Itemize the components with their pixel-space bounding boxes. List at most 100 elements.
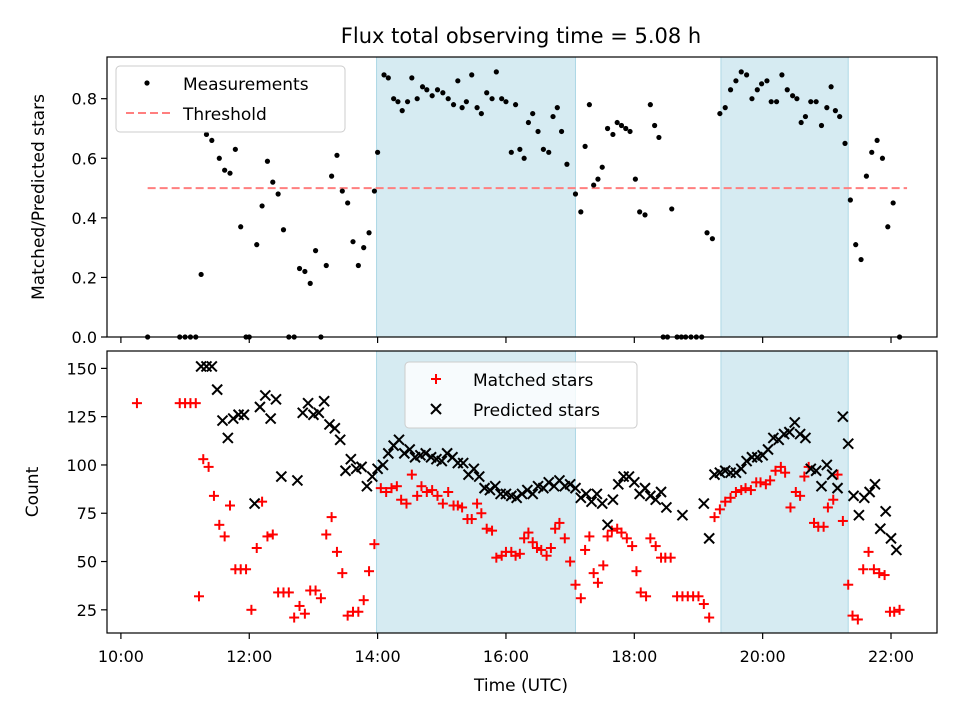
- measurement-point: [627, 128, 633, 135]
- matched-star-point: [698, 599, 709, 610]
- matched-star-point: [775, 461, 786, 472]
- measurement-point: [203, 131, 210, 138]
- measurement-point: [595, 176, 601, 182]
- predicted-star-point: [543, 476, 555, 489]
- measurement-point: [784, 87, 790, 93]
- matched-star-point: [545, 543, 556, 554]
- predicted-star-point: [355, 461, 368, 473]
- predicted-star-point: [313, 407, 325, 419]
- measurement-point: [307, 280, 313, 286]
- matched-star-point: [799, 471, 810, 482]
- predicted-star-point: [740, 455, 753, 467]
- matched-star-point: [267, 529, 278, 540]
- top-legend: Measurements Threshold: [115, 65, 346, 133]
- measurement-point: [334, 152, 340, 158]
- x-tick-label: 22:00: [868, 647, 914, 666]
- predicted-star-point: [591, 488, 603, 500]
- measurement-point: [227, 170, 233, 176]
- matched-star-point: [321, 529, 332, 540]
- predicted-legend-marker: [430, 403, 442, 415]
- measurement-point: [764, 78, 770, 84]
- predicted-star-point: [607, 494, 619, 506]
- measurement-point: [572, 191, 579, 197]
- predicted-star-point: [468, 463, 480, 475]
- measurement-point: [802, 113, 809, 120]
- measurement-point: [794, 96, 800, 102]
- matched-star-point: [863, 546, 874, 557]
- measurement-point: [768, 99, 774, 105]
- matched-star-point: [406, 469, 417, 480]
- matched-star-point: [580, 544, 591, 555]
- predicted-star-point: [232, 409, 245, 421]
- measurement-point: [469, 72, 475, 78]
- predicted-star-point: [612, 478, 624, 490]
- measurement-point: [264, 158, 271, 164]
- measurement-point: [385, 75, 391, 81]
- matched-star-point: [822, 502, 833, 513]
- predicted-star-point: [393, 434, 405, 446]
- measurement-point: [414, 96, 420, 102]
- measurement-point: [508, 149, 514, 155]
- predicted-star-point: [585, 495, 598, 508]
- y-tick-label: 150: [66, 359, 97, 378]
- measurement-point: [450, 102, 457, 108]
- measurement-point: [744, 72, 750, 78]
- measurement-point: [381, 72, 387, 78]
- predicted-star-point: [323, 418, 336, 431]
- y-tick-label: 0.2: [72, 268, 97, 287]
- matched-star-point: [606, 525, 617, 536]
- predicted-star-point: [206, 360, 218, 373]
- matched-star-point: [770, 465, 781, 476]
- predicted-star-point: [863, 486, 876, 498]
- matched-star-point: [257, 496, 268, 507]
- measurement-point: [209, 137, 215, 144]
- matched-star-point: [565, 556, 576, 567]
- predicted-star-point: [869, 478, 881, 490]
- measurement-point: [824, 105, 830, 111]
- measurement-point: [618, 122, 625, 129]
- measurement-point: [847, 197, 853, 203]
- measurement-point: [270, 179, 276, 185]
- matched-star-point: [602, 531, 613, 542]
- measurement-point: [493, 69, 499, 75]
- measurement-point: [399, 108, 405, 114]
- matched-star-point: [421, 487, 432, 497]
- measurement-point: [790, 93, 796, 99]
- matched-star-point: [584, 531, 595, 542]
- matched-star-point: [472, 498, 483, 509]
- matched-star-point: [326, 512, 337, 523]
- measurement-point: [198, 271, 204, 278]
- measurement-point: [722, 105, 728, 111]
- matched-star-point: [616, 527, 627, 538]
- measurement-point: [652, 122, 658, 129]
- predicted-star-point: [526, 488, 539, 500]
- matched-star-point: [427, 485, 438, 496]
- measurement-point: [463, 99, 469, 105]
- y-tick-label: 100: [66, 456, 97, 475]
- measurement-point: [604, 125, 611, 132]
- measurement-point: [779, 72, 785, 78]
- measurement-point: [419, 84, 426, 90]
- measurement-point: [540, 146, 546, 152]
- bottom-legend-box: [404, 361, 638, 429]
- measurement-point: [733, 78, 739, 84]
- measurement-point: [828, 84, 834, 90]
- measurement-point: [832, 108, 838, 114]
- predicted-star-point: [730, 466, 742, 479]
- predicted-star-point: [339, 465, 352, 477]
- measurement-point: [222, 167, 228, 173]
- measurement-point: [890, 200, 896, 206]
- matched-star-point: [299, 608, 310, 619]
- matched-star-point: [514, 548, 525, 559]
- predicted-star-point: [366, 470, 378, 483]
- matched-star-point: [714, 504, 725, 515]
- measurement-point: [339, 188, 345, 194]
- top-shaded-intervals: [376, 56, 849, 338]
- matched-star-point: [437, 498, 448, 509]
- measurement-point: [773, 99, 780, 105]
- measurement-point: [709, 236, 715, 242]
- matched-stars-points: [131, 398, 905, 625]
- measurement-point: [858, 256, 864, 263]
- y-tick-label: 0.0: [72, 328, 97, 347]
- matched-star-point: [795, 490, 806, 501]
